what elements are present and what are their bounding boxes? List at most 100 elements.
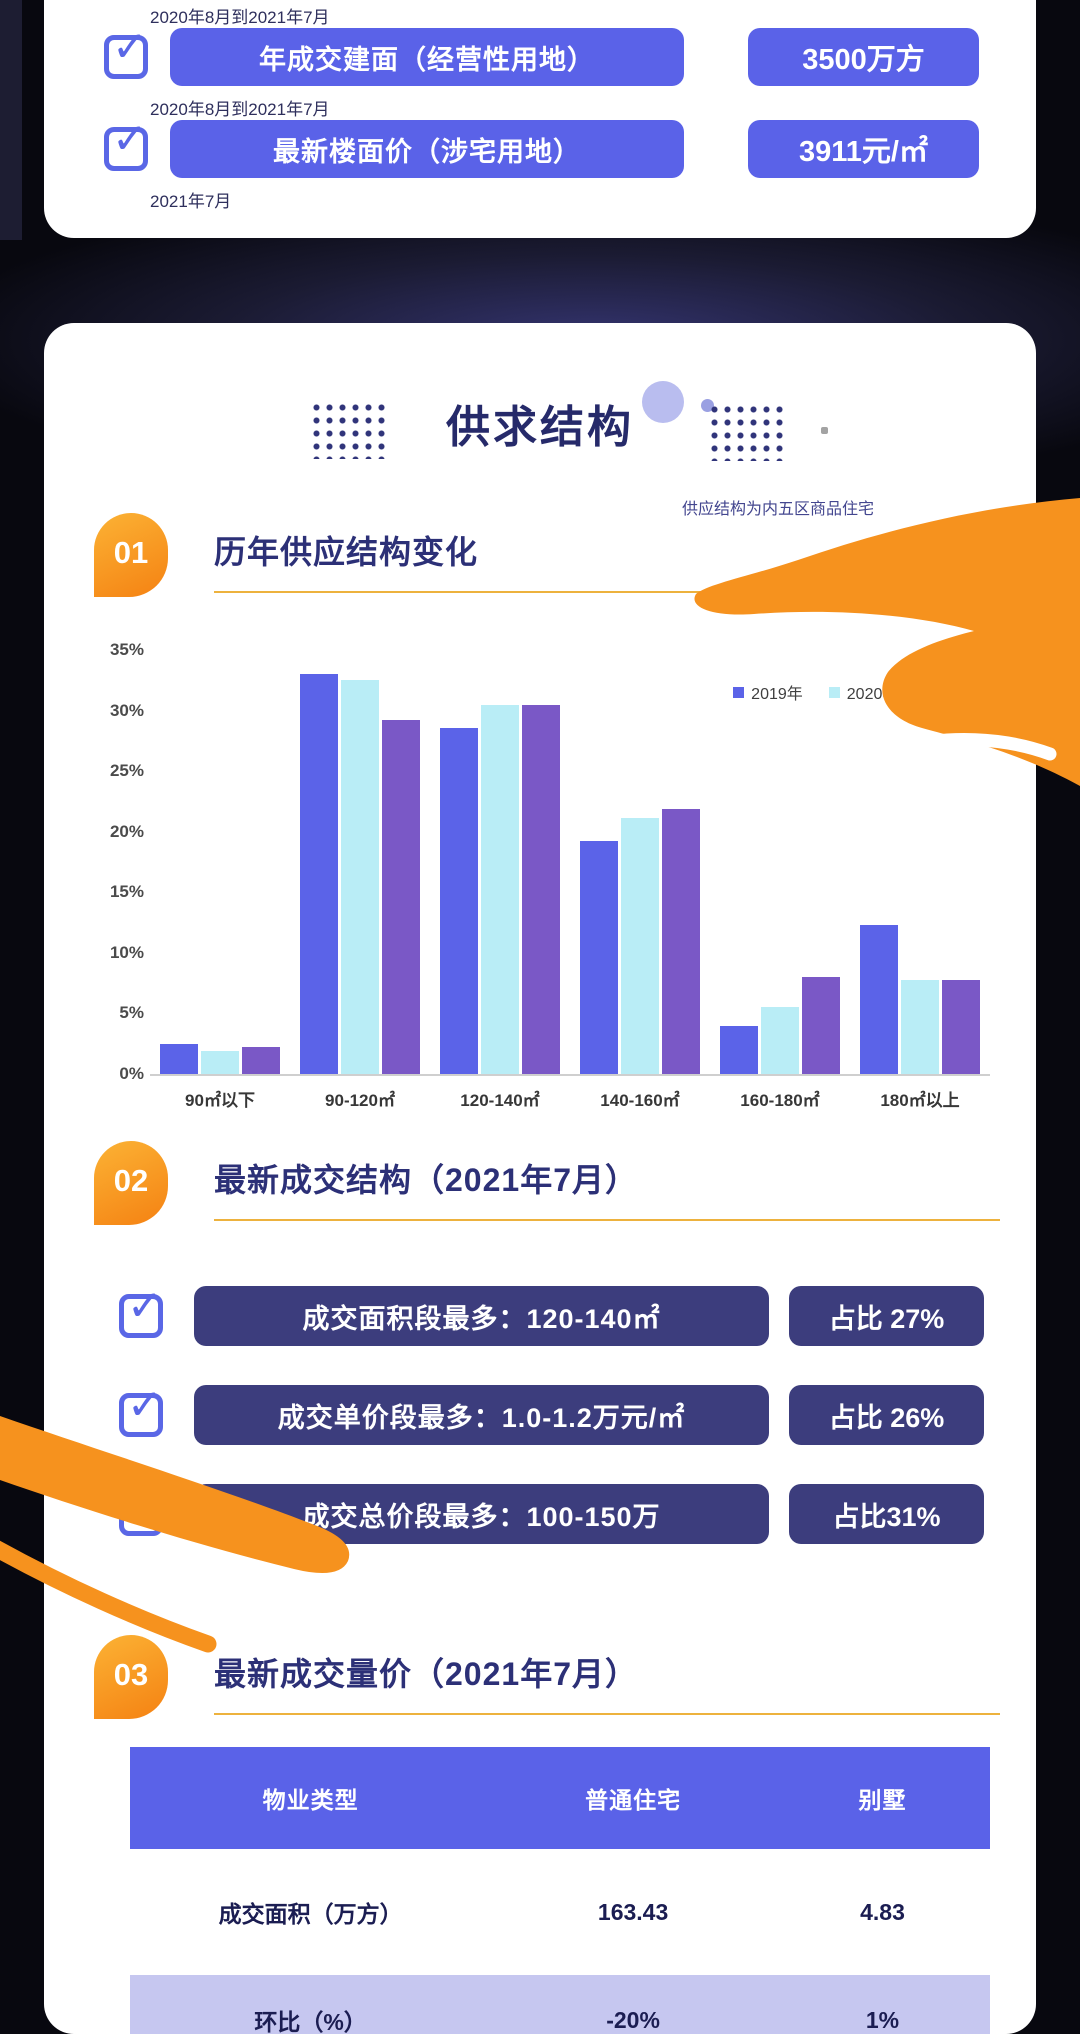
period-label: 2020年8月到2021年7月 — [150, 100, 330, 119]
stat-value-pill: 占比 27% — [789, 1286, 984, 1346]
dot-grid-icon — [310, 401, 386, 459]
legend-label: 2020年 — [846, 686, 899, 703]
metric-row: ✓ 年成交建面（经营性用地） 3500万方 — [104, 26, 1036, 87]
checkmark-glyph: ✓ — [127, 1480, 163, 1527]
stat-label-pill: 成交单价段最多：1.0-1.2万元/㎡ — [194, 1385, 769, 1445]
legend-item: 2019年 — [733, 680, 803, 704]
legend-label: 2019年 — [751, 686, 803, 703]
metric-value-pill: 3500万方 — [748, 28, 979, 86]
checkbox-checked-icon: ✓ — [119, 1285, 163, 1338]
dot-icon — [821, 427, 828, 434]
bar — [662, 808, 700, 1074]
table-header-cell: 物业类型 — [262, 1787, 359, 1813]
land-metrics-card: 2020年8月到2021年7月 ✓ 年成交建面（经营性用地） 3500万方 2020年8… — [44, 0, 1036, 238]
checkbox-checked-icon: ✓ — [119, 1483, 163, 1536]
stat-label-pill: 成交总价段最多：100-150万 — [194, 1484, 769, 1544]
metric-value-pill: 3911元/㎡ — [748, 120, 979, 178]
section-heading: 最新成交结构（2021年7月） — [214, 1162, 638, 1198]
bar — [440, 727, 478, 1074]
y-axis-tick-label: 0% — [119, 1064, 144, 1083]
bar-group — [150, 1043, 290, 1074]
bar — [382, 720, 420, 1074]
checkbox-checked-icon: ✓ — [104, 118, 148, 171]
stat-value-pill: 占比31% — [789, 1484, 984, 1544]
checkmark-glyph: ✓ — [127, 1282, 163, 1329]
deal-volume-price-table: 物业类型 普通住宅 别墅成交面积（万方） 163.43 4.83 环比（%） -20% 1% — [130, 1747, 990, 2034]
checkmark-glyph: ✓ — [112, 115, 148, 162]
supply-structure-chart: 0% 5% 10% 15% 20% 25% 30% 35% 90㎡以下 90-120㎡ 120-1… — [100, 640, 1000, 1130]
legend-swatch — [733, 686, 745, 698]
section-heading: 最新成交量价（2021年7月） — [214, 1656, 638, 1692]
metric-row: ✓ 最新楼面价（涉宅用地） 3911元/㎡ — [104, 118, 1036, 179]
bar — [621, 818, 659, 1074]
stat-value-pill: 占比 26% — [789, 1385, 984, 1445]
section-underline — [214, 1713, 1000, 1715]
table-row: 环比（%） -20% 1% — [130, 1975, 990, 2034]
bar — [201, 1050, 239, 1074]
bar — [300, 674, 338, 1074]
y-axis-tick-label: 10% — [109, 942, 144, 962]
land-metrics-list: 2020年8月到2021年7月 ✓ 年成交建面（经营性用地） 3500万方 2020年8… — [44, 0, 1036, 211]
stat-row: ✓ 成交单价段最多：1.0-1.2万元/㎡ 占比 26% — [119, 1384, 1036, 1445]
bar — [901, 979, 939, 1074]
chart-legend: 2019年 2020年 2021年 — [733, 680, 994, 704]
x-axis-category-label: 180㎡以上 — [880, 1091, 960, 1110]
plot-area — [150, 650, 990, 1074]
table-cell: -20% — [606, 2006, 660, 2033]
x-axis-category-label: 90㎡以下 — [185, 1091, 255, 1110]
y-axis-tick-label: 25% — [109, 761, 144, 781]
legend-label: 2021年 — [942, 686, 994, 703]
section-number-badge: 02 — [94, 1141, 168, 1225]
table-header-cell: 普通住宅 — [585, 1787, 682, 1813]
bar-group — [570, 808, 710, 1074]
bar — [802, 977, 840, 1074]
x-axis-line — [150, 1074, 990, 1076]
x-axis-category-label: 140-160㎡ — [600, 1091, 680, 1110]
dot-grid-icon — [708, 403, 784, 461]
section-number-badge: 03 — [94, 1635, 168, 1719]
checkbox-checked-icon: ✓ — [119, 1384, 163, 1437]
x-axis: 90㎡以下 90-120㎡ 120-140㎡ 140-160㎡ 160-180㎡ 180㎡… — [150, 1086, 990, 1111]
bar-group — [710, 977, 850, 1074]
y-axis-tick-label: 15% — [109, 882, 144, 902]
card-subtitle: 供应结构为内五区商品住宅 — [681, 501, 874, 518]
checkmark-glyph: ✓ — [127, 1381, 163, 1428]
checkbox-checked-icon: ✓ — [104, 26, 148, 79]
supply-demand-card: 供求结构 供应结构为内五区商品住宅 01 历年供应结构变化 0% 5% 10% 15%… — [44, 323, 1036, 2034]
section-underline — [214, 1219, 1000, 1221]
legend-swatch — [924, 686, 936, 698]
table-header-cell: 别墅 — [858, 1787, 907, 1813]
table-cell: 成交面积（万方） — [218, 1901, 403, 1927]
y-axis-tick-label: 5% — [119, 1003, 144, 1023]
background-strip — [0, 0, 22, 240]
deal-structure-stats: ✓ 成交面积段最多：120-140㎡ 占比 27% ✓ 成交单价段最多：1.0-1.2万… — [44, 1285, 1036, 1583]
bar-group — [850, 925, 990, 1074]
card-title: 供求结构 — [446, 403, 634, 452]
metric-label-pill: 最新楼面价（涉宅用地） — [170, 120, 684, 178]
table-cell: 4.83 — [860, 1898, 905, 1925]
y-axis-tick-label: 20% — [109, 821, 144, 841]
period-label: 2020年8月到2021年7月 — [150, 8, 330, 27]
circle-icon — [642, 381, 684, 423]
table-row: 成交面积（万方） 163.43 4.83 — [130, 1849, 990, 1975]
stat-label-pill: 成交面积段最多：120-140㎡ — [194, 1286, 769, 1346]
legend-item: 2020年 — [828, 680, 899, 704]
legend-swatch — [828, 686, 840, 698]
bar — [942, 979, 980, 1074]
x-axis-category-label: 90-120㎡ — [325, 1091, 395, 1110]
bar — [242, 1047, 280, 1074]
bar — [580, 841, 618, 1074]
y-axis-tick-label: 35% — [109, 640, 144, 659]
bar-group — [430, 704, 570, 1074]
legend-item: 2021年 — [924, 680, 994, 704]
table-cell: 1% — [865, 2006, 900, 2033]
section-number-badge: 01 — [94, 513, 168, 597]
bar — [160, 1043, 198, 1074]
metric-label-pill: 年成交建面（经营性用地） — [170, 28, 684, 86]
table-header-row: 物业类型 普通住宅 别墅 — [130, 1747, 990, 1849]
table-cell: 环比（%） — [254, 2009, 367, 2034]
bar — [720, 1025, 758, 1074]
stat-row: ✓ 成交总价段最多：100-150万 占比31% — [119, 1483, 1036, 1544]
bar — [481, 704, 519, 1074]
